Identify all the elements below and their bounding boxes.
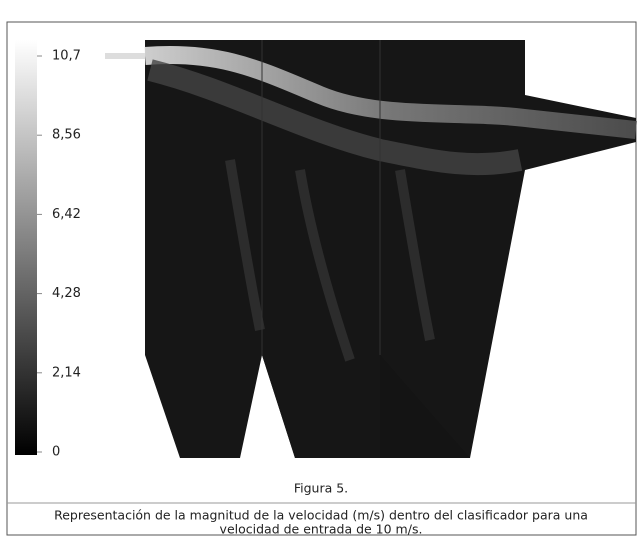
contour-image <box>105 40 637 458</box>
figure-label: Figura 5. <box>294 481 348 496</box>
tick-label: 4,28 <box>52 286 81 301</box>
frame <box>6 21 637 536</box>
caption-line: velocidad de entrada de 10 m/s. <box>220 522 423 537</box>
tick-label: 2,14 <box>52 365 81 380</box>
tick-label: 10,7 <box>52 49 81 64</box>
tick-label: 0 <box>52 445 60 460</box>
colorbar <box>15 40 37 455</box>
caption-line: Representación de la magnitud de la velo… <box>54 508 588 523</box>
tick-label: 6,42 <box>52 207 81 222</box>
tick-label: 8,56 <box>52 128 81 143</box>
